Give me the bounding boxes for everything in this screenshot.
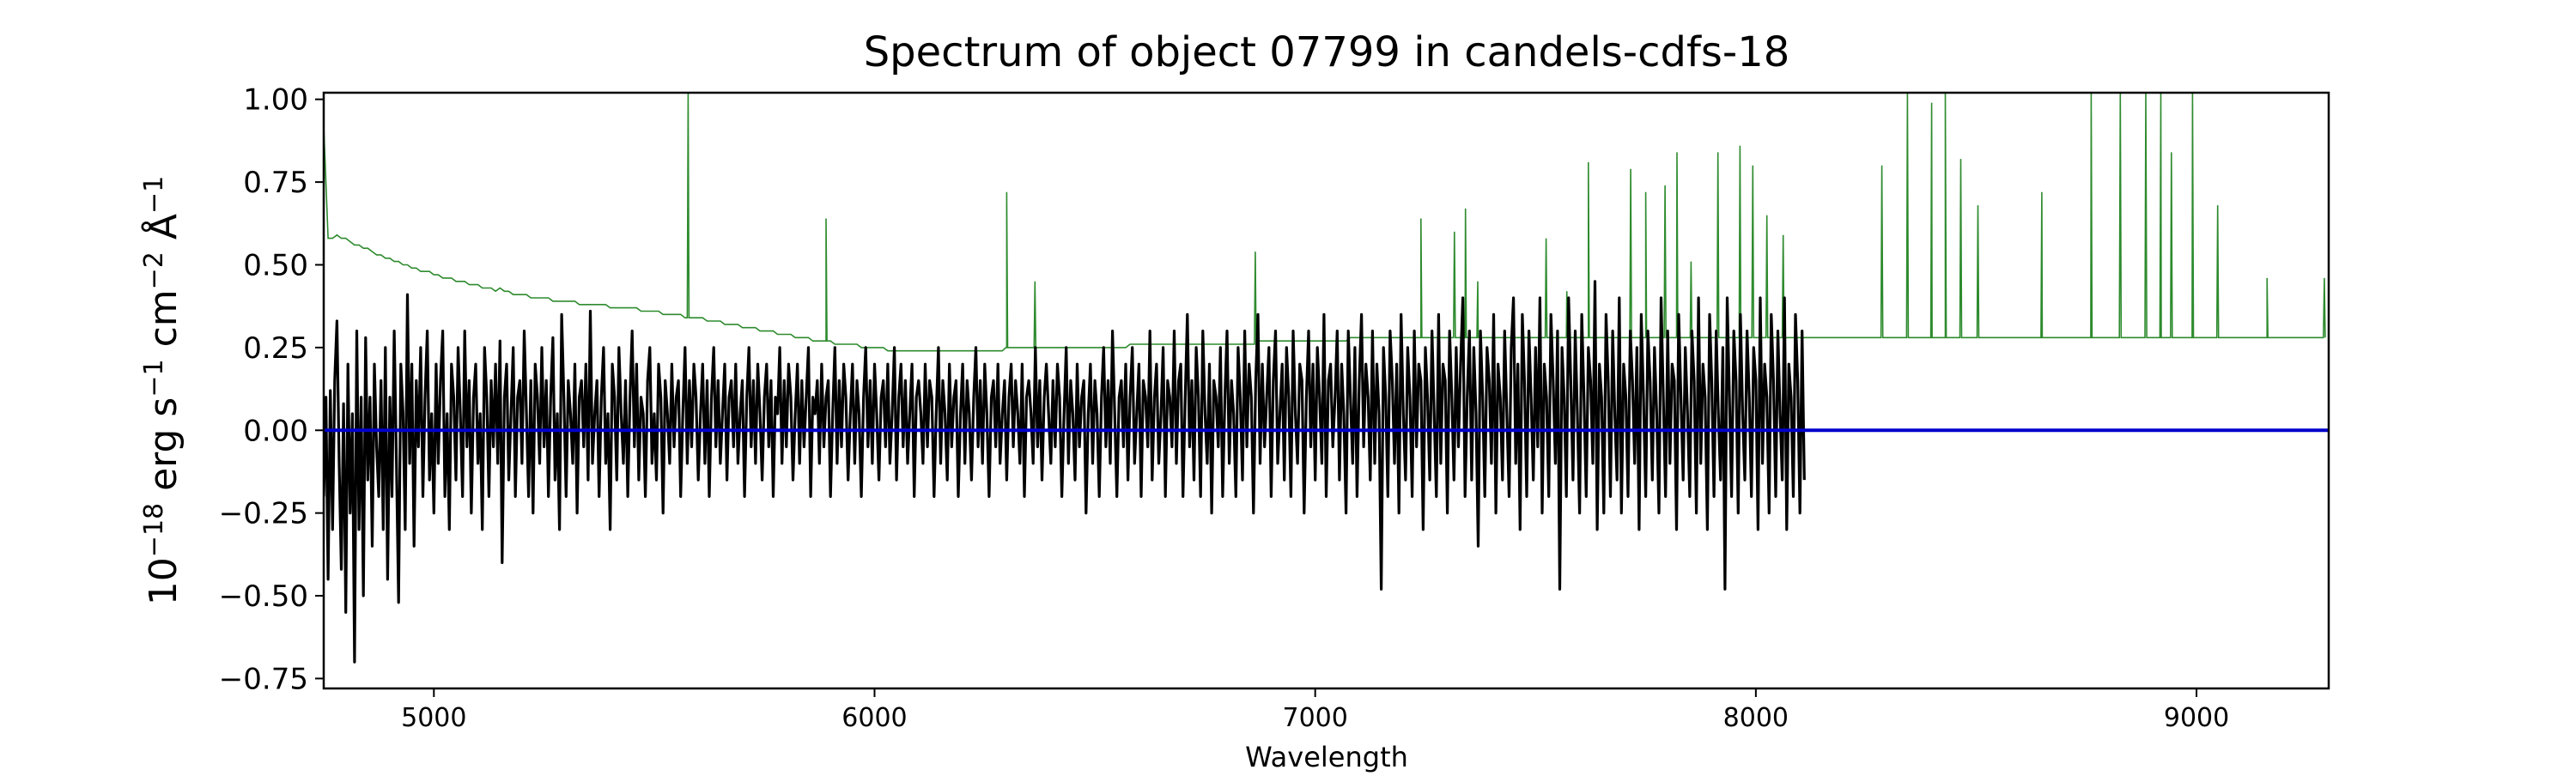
y-tick-label: 1.00 xyxy=(243,83,308,118)
axes-frame xyxy=(322,91,2330,690)
plot-area xyxy=(324,93,2329,664)
chart-title: Spectrum of object 07799 in candels-cdfs… xyxy=(864,28,1790,76)
noise-series-line xyxy=(324,93,2326,352)
x-axis-ticks: 5000 6000 7000 8000 9000 xyxy=(401,688,2229,733)
x-axis-label: Wavelength xyxy=(1245,741,1408,773)
y-tick-label: −0.50 xyxy=(219,579,308,614)
flux-series-line xyxy=(324,280,1806,664)
x-tick-label: 7000 xyxy=(1282,703,1347,733)
y-tick-label: 0.75 xyxy=(243,166,308,200)
x-tick-label: 6000 xyxy=(841,703,907,733)
y-tick-label: 0.50 xyxy=(243,248,308,282)
x-tick-label: 9000 xyxy=(2164,703,2229,733)
x-tick-label: 5000 xyxy=(401,703,466,733)
y-tick-label: 0.25 xyxy=(243,331,308,366)
x-tick-label: 8000 xyxy=(1723,703,1789,733)
y-axis-ticks: 1.00 0.75 0.50 0.25 0.00 −0.25 −0.50 −0.75 xyxy=(219,83,324,696)
y-tick-label: −0.75 xyxy=(219,662,308,696)
y-axis-label: 10−18 erg s−1 cm−2 Å−1 xyxy=(139,176,185,605)
y-tick-label: 0.00 xyxy=(243,414,308,448)
y-tick-label: −0.25 xyxy=(219,497,308,531)
